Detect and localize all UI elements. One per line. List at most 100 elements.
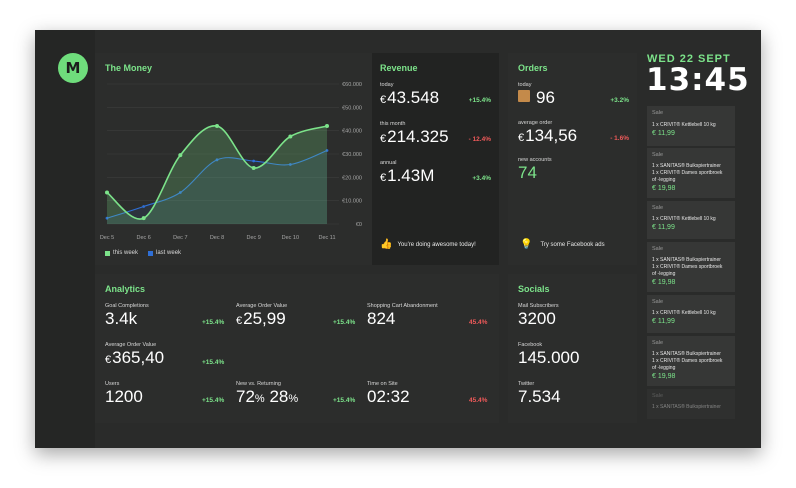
feed-item[interactable]: Sale 1 x SANITAS® Buikspiertrainer 1 x C… [647, 148, 735, 198]
feed-item[interactable]: Sale 1 x SANITAS® Buikspiertrainer 1 x C… [647, 242, 735, 292]
feed-item-type: Sale [652, 205, 664, 211]
y-tick-label: €30.000 [342, 152, 362, 158]
metric-goal-change: +15.4% [202, 319, 225, 326]
metric-goal-value: 3.4k [105, 309, 138, 328]
data-point-this-week [105, 190, 109, 195]
orders-today-change: +3.2% [610, 97, 629, 104]
thumbs-up-icon: 👍 [380, 239, 393, 250]
feed-item[interactable]: Sale 1 x SANITAS® Buikspiertrainer [647, 389, 735, 419]
feed-item-type: Sale [652, 152, 664, 158]
feed-item-line: 1 x SANITAS® Buikspiertrainer [652, 257, 721, 263]
analytics-panel: Analytics Goal Completions 3.4k +15.4% A… [95, 274, 499, 423]
orders-tip-text: Try some Facebook ads [540, 241, 605, 248]
social-mail-label: Mail Subscribers [518, 303, 559, 309]
orders-new-accounts-value: 74 [518, 163, 537, 182]
metric-users-value: 1200 [105, 387, 143, 406]
orders-new-accounts-label: new accounts [518, 157, 552, 163]
orders-panel: Orders today 96 +3.2% average order €134… [508, 53, 637, 265]
data-point-last-week [142, 205, 146, 208]
feed-item[interactable]: Sale 1 x SANITAS® Buikspiertrainer 1 x C… [647, 336, 735, 386]
legend-last-week: last week [148, 250, 181, 256]
data-point-last-week [288, 163, 292, 166]
metric-aov2-change: +15.4% [202, 359, 225, 366]
legend-this-week-label: this week [113, 250, 139, 256]
feed-item-line: of -legging [652, 177, 676, 183]
feed-item-type: Sale [652, 299, 664, 305]
orders-avg-change: - 1.6% [610, 135, 629, 142]
currency-symbol: € [380, 133, 387, 145]
feed-item-line: 1 x CRIVIT® Dames sportbroek [652, 264, 723, 270]
x-tick-label: Dec 6 [136, 235, 150, 241]
revenue-month-value: €214.325 [380, 127, 449, 147]
currency-symbol: € [236, 315, 243, 327]
feed-item-line: 1 x CRIVIT® Kettlebell 10 kg [652, 216, 716, 222]
feed-item-line: 1 x SANITAS® Buikspiertrainer [652, 351, 721, 357]
revenue-annual-label: annual [380, 160, 397, 166]
feed-item-price: € 19,98 [652, 373, 676, 380]
x-tick-label: Dec 7 [173, 235, 187, 241]
currency-symbol: € [518, 132, 525, 144]
logo-text: M [65, 59, 81, 77]
currency-symbol: € [105, 354, 112, 366]
orders-avg-value: €134,56 [518, 126, 577, 146]
left-sidebar: M [35, 30, 95, 448]
revenue-today-number: 43.548 [387, 88, 440, 107]
revenue-title: Revenue [380, 63, 418, 73]
money-chart: €0 €10.000 €20.000 €30.000 €40.000 €50.000 €60… [100, 82, 362, 241]
feed-item-price: € 11,99 [652, 224, 675, 231]
feed-item-type: Sale [652, 110, 664, 116]
brand-logo[interactable]: M [58, 53, 88, 83]
data-point-last-week [325, 149, 329, 152]
percent-sign: % [288, 393, 299, 405]
revenue-annual-change: +3.4% [472, 175, 491, 182]
orders-today-label: today [518, 82, 532, 88]
revenue-today-change: +15.4% [468, 97, 491, 104]
data-point-this-week [178, 153, 183, 158]
data-point-this-week [215, 124, 219, 128]
y-tick-label: €10.000 [342, 199, 362, 205]
metric-newret-value: 72% 28% [236, 387, 298, 407]
chart-legend: this week last week [105, 250, 181, 256]
feed-item-line: 1 x CRIVIT® Dames sportbroek [652, 358, 723, 364]
x-tick-label: Dec 9 [246, 235, 260, 241]
money-title: The Money [105, 63, 153, 73]
revenue-today-label: today [380, 82, 394, 88]
series-area-last-week [107, 150, 327, 224]
metric-aov-label: Average Order Value [236, 303, 288, 309]
feed-item-type: Sale [652, 246, 664, 252]
metric-aov-number: 25,99 [243, 309, 286, 328]
feed-item-line: 1 x SANITAS® Buikspiertrainer [652, 404, 721, 410]
data-point-last-week [105, 216, 109, 220]
revenue-annual-value: €1.43M [380, 166, 434, 186]
feed-item[interactable]: Sale 1 x CRIVIT® Kettlebell 10 kg € 11,9… [647, 106, 735, 146]
y-tick-label: €20.000 [342, 175, 362, 181]
analytics-title: Analytics [105, 284, 146, 294]
metric-abandon-change: 45.4% [469, 319, 488, 326]
lightbulb-icon: 💡 [520, 239, 533, 250]
feed-item[interactable]: Sale 1 x CRIVIT® Kettlebell 10 kg € 11,9… [647, 201, 735, 239]
metric-aov2-number: 365,40 [112, 348, 165, 367]
metric-aov-value: €25,99 [236, 309, 286, 329]
currency-symbol: € [380, 94, 387, 106]
feed-item-price: € 11,99 [652, 318, 675, 325]
series-area-this-week [107, 125, 327, 224]
metric-aov-change: +15.4% [333, 319, 356, 326]
legend-swatch-last-week [148, 250, 154, 256]
socials-title: Socials [518, 284, 550, 294]
legend-last-week-label: last week [156, 250, 182, 256]
dashboard-screen: M The Money €0 €10.000 €20.000 €30.000 €40.0… [35, 30, 761, 448]
metric-users-label: Users [105, 381, 120, 387]
clock-time: 13:45 [646, 62, 750, 98]
revenue-month-change: - 12.4% [468, 136, 491, 143]
data-point-last-week [252, 159, 256, 163]
feed-item-line: 1 x CRIVIT® Kettlebell 10 kg [652, 310, 716, 316]
feed-item[interactable]: Sale 1 x CRIVIT® Kettlebell 10 kg € 11,9… [647, 295, 735, 333]
data-point-this-week [288, 134, 293, 139]
metric-new-number: 72 [236, 387, 255, 406]
metric-abandon-label: Shopping Cart Abandonment [367, 303, 438, 309]
metric-aov2-label: Average Order Value [105, 342, 157, 348]
box-icon [518, 90, 530, 102]
metric-goal-label: Goal Completions [105, 303, 149, 309]
revenue-today-value: €43.548 [380, 88, 439, 108]
orders-avg-label: average order [518, 120, 553, 126]
